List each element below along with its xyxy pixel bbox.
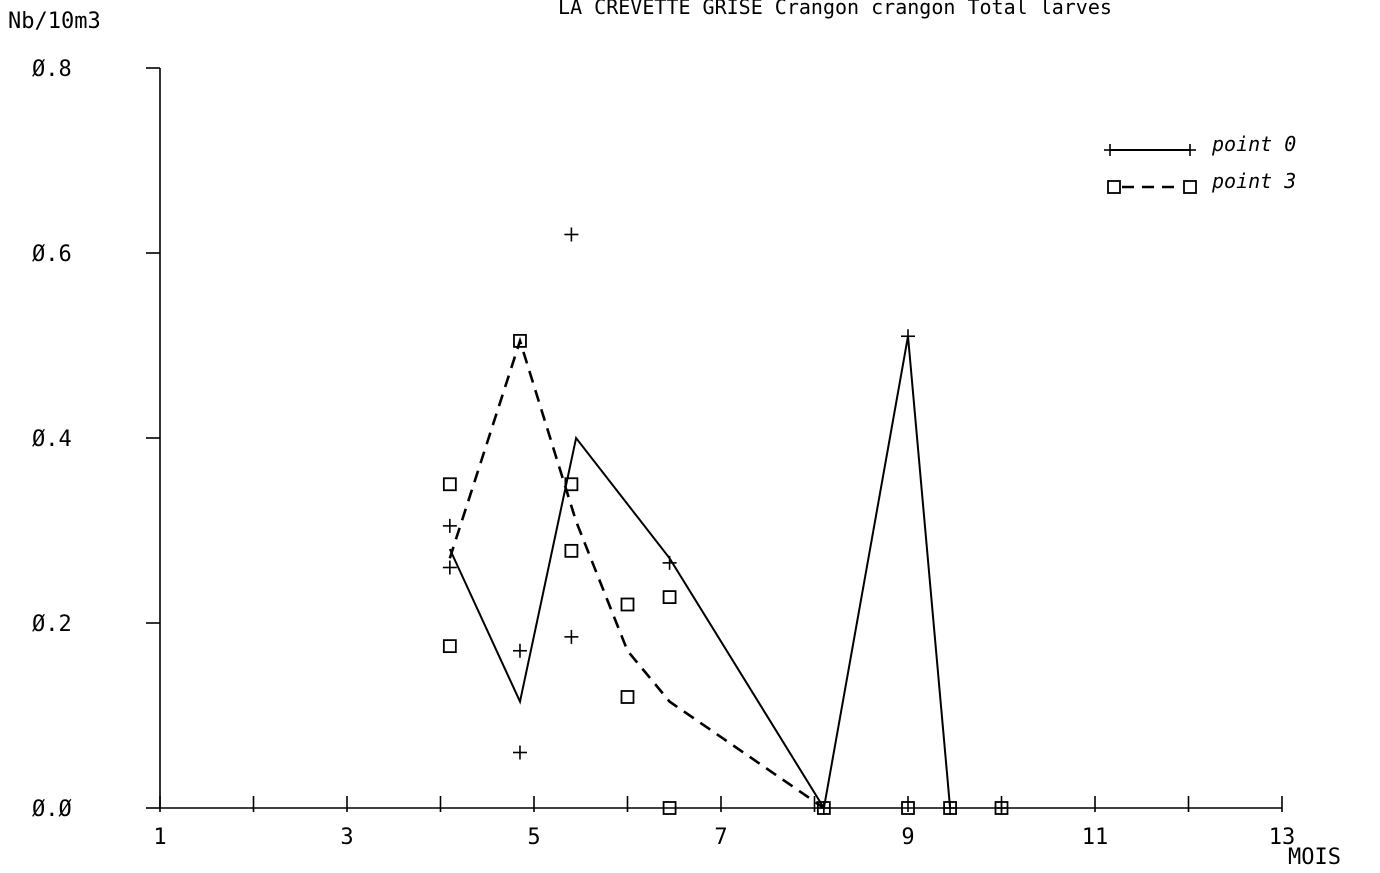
x-tick-label-5: 11 (1082, 825, 1109, 850)
data-point-1-3 (564, 477, 579, 492)
data-point-0-0 (442, 518, 457, 533)
chart-title: LA CREVETTE GRISE Crangon crangon Total … (558, 0, 1112, 19)
legend-marker-point-0-end (1184, 144, 1196, 156)
series-layer (442, 227, 1009, 815)
y-axis-label: Nb/10m3 (8, 9, 101, 34)
data-point-0-2 (512, 643, 527, 658)
legend-marker-point-3-start (1107, 180, 1121, 194)
x-tick-label-3: 7 (714, 825, 727, 850)
y-tick-label-2: Ø.4 (32, 427, 72, 452)
x-ticks: 1 3 5 7 9 11 13 (153, 796, 1295, 850)
y-tick-label-0: Ø.Ø (32, 797, 72, 822)
x-axis-label: MOIS (1288, 845, 1341, 870)
data-point-1-1 (442, 639, 457, 654)
data-point-0-6 (662, 555, 677, 570)
legend-marker-point-3-end (1183, 180, 1197, 194)
data-point-1-7 (662, 590, 677, 604)
data-point-1-10 (901, 801, 915, 815)
x-tick-label-6: 13 (1269, 825, 1296, 850)
data-point-1-5 (620, 597, 635, 612)
y-ticks: Ø.Ø Ø.2 Ø.4 Ø.6 Ø.8 (32, 57, 160, 822)
x-tick-label-1: 3 (340, 825, 353, 850)
data-point-1-6 (620, 690, 635, 704)
data-point-0-5 (564, 629, 579, 644)
legend-label-point-3: point 3 (1211, 169, 1296, 193)
data-point-1-4 (564, 543, 579, 558)
data-point-1-8 (662, 801, 677, 815)
data-point-0-3 (512, 745, 527, 760)
data-point-0-10 (994, 801, 1009, 815)
y-tick-label-3: Ø.6 (32, 242, 72, 267)
y-tick-label-1: Ø.2 (32, 612, 72, 637)
legend-label-point-0: point 0 (1211, 132, 1296, 156)
data-point-1-11 (943, 801, 957, 815)
data-point-1-12 (994, 801, 1009, 815)
x-tick-label-4: 9 (901, 825, 914, 850)
x-tick-label-0: 1 (153, 825, 166, 850)
data-point-1-9 (816, 801, 831, 815)
data-point-1-2 (513, 333, 527, 348)
data-point-0-1 (442, 560, 457, 575)
data-point-1-0 (442, 477, 457, 492)
series-line-1 (448, 336, 825, 810)
data-point-0-8 (901, 329, 915, 344)
x-tick-label-2: 5 (527, 825, 540, 850)
series-line-0 (448, 336, 952, 811)
legend: point 0 point 3 (1104, 132, 1296, 194)
data-point-0-4 (564, 227, 579, 242)
y-tick-label-4: Ø.8 (32, 57, 72, 82)
data-point-0-9 (943, 801, 958, 815)
legend-marker-point-0-start (1104, 144, 1116, 156)
